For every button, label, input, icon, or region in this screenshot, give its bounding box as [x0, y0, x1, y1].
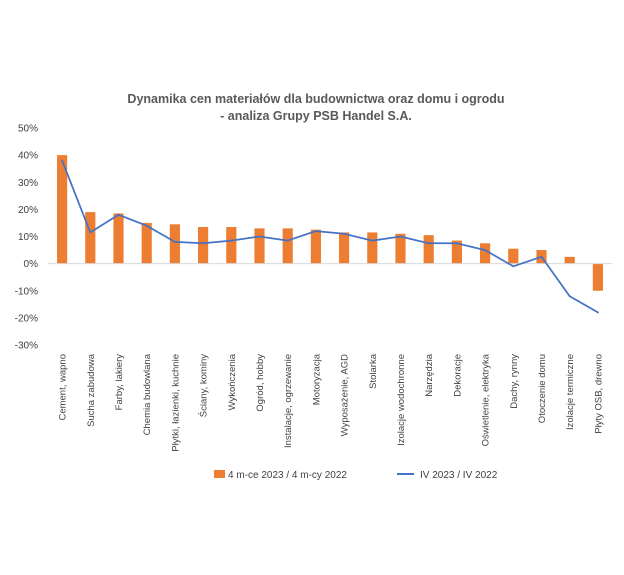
line-point — [230, 239, 233, 242]
chart-title-line-1: Dynamika cen materiałów dla budownictwa … — [127, 92, 504, 106]
legend-label-bar: 4 m-ce 2023 / 4 m-cy 2022 — [228, 470, 347, 481]
bar — [198, 227, 209, 264]
line-point — [145, 224, 148, 227]
line-point — [512, 265, 515, 268]
line-point — [427, 242, 430, 245]
legend-swatch-bar — [214, 470, 225, 478]
y-tick-label: 0% — [24, 259, 39, 270]
y-tick-label: 50% — [18, 124, 38, 135]
bar — [339, 232, 350, 264]
chart-title-line-2: - analiza Grupy PSB Handel S.A. — [220, 109, 412, 123]
y-tick-label: 40% — [18, 151, 38, 162]
line-point — [258, 235, 261, 238]
x-tick-label: Płyty OSB, drewno — [593, 354, 604, 434]
y-axis: 50% 40% 30% 20% 10% 0% -10% -20% -30% — [15, 124, 38, 352]
bar — [310, 229, 321, 264]
y-tick-label: 20% — [18, 205, 38, 216]
legend: 4 m-ce 2023 / 4 m-cy 2022 IV 2023 / IV 20… — [214, 470, 498, 481]
line-point — [597, 311, 599, 314]
bar — [508, 248, 519, 264]
x-tick-label: Izolacje wodochronne — [396, 354, 407, 446]
x-tick-label: Chemia budowlana — [142, 353, 153, 435]
y-tick-label: -10% — [15, 286, 38, 297]
x-tick-label: Narzędzia — [424, 353, 435, 396]
bar — [423, 235, 434, 264]
x-tick-label: Sucha zabudowa — [86, 353, 97, 427]
bar — [85, 212, 96, 264]
y-tick-label: 30% — [18, 178, 38, 189]
bar — [282, 228, 293, 264]
bar-series — [57, 155, 603, 291]
bar — [480, 243, 491, 264]
line-point — [371, 239, 374, 242]
x-tick-label: Dachy, rynny — [509, 354, 520, 409]
x-tick-label: Dekoracje — [452, 354, 463, 397]
y-tick-label: 10% — [18, 232, 38, 243]
bar — [592, 263, 603, 291]
line-point — [61, 159, 63, 162]
line-point — [117, 213, 120, 216]
bar — [57, 155, 68, 264]
x-tick-label: Instalacje, ogrzewanie — [283, 354, 294, 448]
bar — [141, 222, 152, 264]
x-tick-label: Wyposażenie, AGD — [340, 354, 351, 436]
bar — [564, 256, 575, 264]
line-point — [456, 242, 458, 245]
x-tick-label: Wykończenia — [227, 353, 238, 410]
bar — [451, 240, 462, 264]
line-point — [568, 295, 571, 298]
x-tick-label: Oświetlenie, elektryka — [481, 353, 492, 446]
y-tick-label: -30% — [15, 341, 38, 352]
line-point — [343, 232, 345, 235]
bar — [226, 227, 237, 264]
x-tick-label: Płytki, łazienki, kuchnie — [170, 354, 181, 452]
line-point — [89, 231, 92, 234]
x-tick-label: Ogród, hobby — [255, 354, 266, 412]
x-tick-label: Motoryzacja — [311, 353, 322, 405]
y-tick-label: -20% — [15, 313, 38, 324]
line-point — [286, 239, 289, 242]
x-tick-label: Farby, lakiery — [114, 354, 125, 411]
x-tick-label: Stolarka — [368, 353, 379, 389]
line-point — [174, 241, 176, 243]
bar — [367, 232, 378, 264]
x-axis-labels: Cement, wapno Sucha zabudowa Farby, lakier… — [58, 353, 605, 451]
x-tick-label: Otoczenie domu — [537, 354, 548, 423]
line-point — [315, 230, 317, 232]
bar — [169, 224, 180, 264]
bar — [254, 228, 265, 264]
line-point — [202, 242, 205, 245]
x-tick-label: Cement, wapno — [58, 354, 69, 421]
x-tick-label: Ściany, kominy — [198, 354, 210, 417]
line-point — [540, 255, 543, 258]
x-tick-label: Izolacje termiczne — [565, 354, 576, 430]
line-path — [61, 159, 599, 314]
bar — [113, 213, 124, 264]
line-point — [484, 249, 486, 251]
line-series — [61, 159, 599, 314]
legend-label-line: IV 2023 / IV 2022 — [420, 470, 498, 481]
line-point — [399, 235, 402, 238]
bar — [395, 233, 406, 264]
